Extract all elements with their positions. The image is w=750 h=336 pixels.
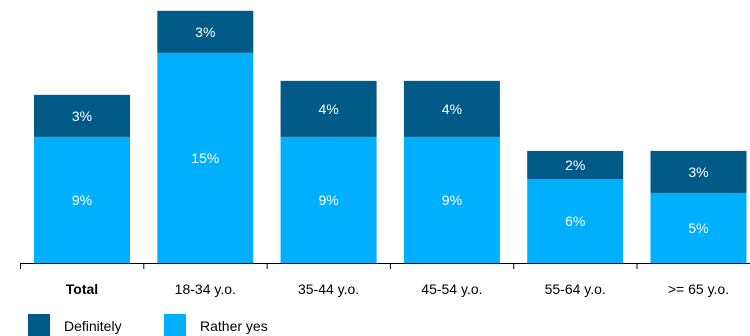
data-label-rather-yes-3: 9%	[442, 192, 462, 208]
data-label-definitely-0: 3%	[72, 108, 92, 124]
legend-label-rather-yes: Rather yes	[200, 318, 268, 334]
bar-definitely-1	[157, 10, 254, 53]
bar-rather-yes-2	[280, 136, 377, 263]
bar-definitely-3	[403, 80, 500, 137]
x-tick-label-0: Total	[66, 281, 98, 297]
legend-swatch-rather-yes	[164, 314, 186, 336]
bar-definitely-5	[650, 150, 747, 193]
data-label-definitely-1: 3%	[195, 24, 215, 40]
x-tick-label-1: 18-34 y.o.	[175, 281, 236, 297]
bars-layer: 9% 3% 15% 3% 9% 4% 9% 4% 6% 2% 5% 3%	[34, 10, 747, 264]
x-tick-label-2: 35-44 y.o.	[298, 281, 359, 297]
bar-definitely-2	[280, 80, 377, 137]
bar-rather-yes-5	[650, 192, 747, 263]
x-tick-label-3: 45-54 y.o.	[421, 281, 482, 297]
x-axis: Total 18-34 y.o. 35-44 y.o. 45-54 y.o. 55-64…	[20, 263, 750, 297]
bar-rather-yes-4	[527, 178, 624, 263]
data-label-definitely-5: 3%	[688, 164, 708, 180]
data-label-rather-yes-4: 6%	[565, 213, 585, 229]
data-label-rather-yes-0: 9%	[72, 192, 92, 208]
bar-rather-yes-3	[403, 136, 500, 263]
data-label-definitely-2: 4%	[318, 101, 338, 117]
bar-rather-yes-0	[34, 136, 130, 263]
legend-swatch-definitely	[28, 314, 50, 336]
bar-definitely-0	[34, 94, 130, 137]
data-label-definitely-4: 2%	[565, 157, 585, 173]
data-label-rather-yes-2: 9%	[318, 192, 338, 208]
x-tick-label-5: >= 65 y.o.	[668, 281, 729, 297]
data-label-rather-yes-1: 15%	[191, 150, 219, 166]
x-tick-label-4: 55-64 y.o.	[545, 281, 606, 297]
bar-definitely-4	[527, 150, 624, 179]
data-label-definitely-3: 4%	[442, 101, 462, 117]
legend-label-definitely: Definitely	[64, 318, 122, 334]
data-label-rather-yes-5: 5%	[688, 220, 708, 236]
bar-rather-yes-1	[157, 52, 254, 264]
legend: Definitely Rather yes	[28, 314, 268, 336]
